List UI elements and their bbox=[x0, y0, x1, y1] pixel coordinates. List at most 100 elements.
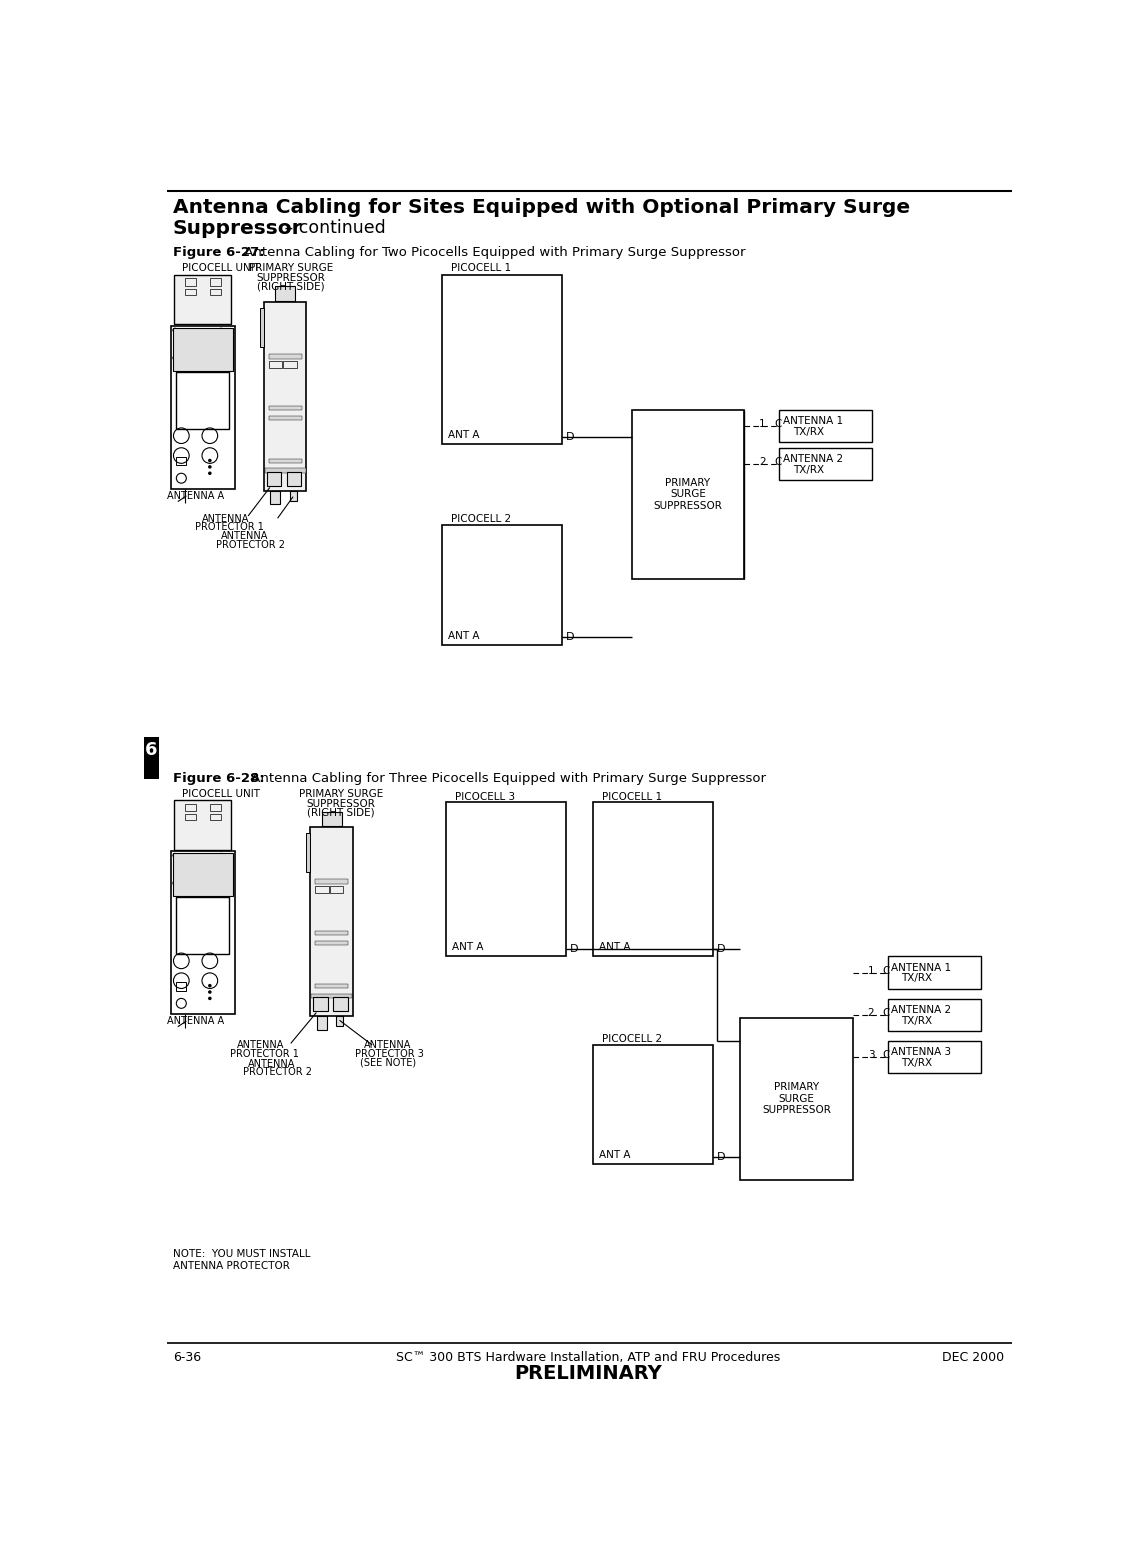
Text: Figure 6-28:: Figure 6-28: bbox=[173, 772, 264, 784]
Text: PROTECTOR 1: PROTECTOR 1 bbox=[231, 1048, 300, 1059]
Bar bbox=[740, 1017, 853, 1180]
Text: C: C bbox=[775, 419, 782, 429]
Text: C: C bbox=[883, 1050, 890, 1061]
Bar bbox=[177, 981, 186, 991]
Bar bbox=[316, 879, 348, 884]
Bar bbox=[267, 472, 281, 486]
Text: D: D bbox=[569, 944, 579, 954]
Text: SURGE: SURGE bbox=[778, 1093, 814, 1104]
Bar bbox=[317, 1017, 326, 1030]
Bar bbox=[316, 932, 348, 935]
Circle shape bbox=[219, 356, 223, 360]
Bar bbox=[316, 941, 348, 946]
Bar bbox=[174, 800, 231, 849]
Bar bbox=[172, 853, 233, 896]
Text: ANT A: ANT A bbox=[448, 430, 480, 441]
Text: TX/RX: TX/RX bbox=[901, 974, 932, 983]
Bar bbox=[270, 491, 280, 505]
Circle shape bbox=[219, 853, 223, 857]
Text: PROTECTOR 2: PROTECTOR 2 bbox=[216, 540, 285, 550]
Circle shape bbox=[208, 985, 211, 988]
Bar bbox=[265, 469, 305, 474]
Circle shape bbox=[208, 464, 211, 469]
Text: ANTENNA: ANTENNA bbox=[364, 1041, 412, 1050]
Bar bbox=[594, 803, 713, 957]
Text: C: C bbox=[775, 458, 782, 467]
Bar bbox=[210, 289, 220, 295]
Bar bbox=[442, 275, 563, 444]
Bar bbox=[269, 407, 302, 410]
Text: 3: 3 bbox=[868, 1050, 875, 1061]
Text: PICOCELL 2: PICOCELL 2 bbox=[603, 1034, 662, 1044]
Bar bbox=[594, 1045, 713, 1165]
Bar bbox=[316, 983, 348, 988]
Text: PICOCELL UNIT: PICOCELL UNIT bbox=[183, 264, 261, 273]
Bar bbox=[210, 278, 220, 286]
Text: SUPPRESSOR: SUPPRESSOR bbox=[762, 1106, 831, 1115]
Circle shape bbox=[172, 881, 177, 885]
Text: (RIGHT SIDE): (RIGHT SIDE) bbox=[257, 281, 325, 292]
Bar bbox=[887, 957, 980, 989]
Text: PICOCELL UNIT: PICOCELL UNIT bbox=[183, 789, 261, 800]
Bar bbox=[887, 999, 980, 1031]
Circle shape bbox=[219, 881, 223, 885]
Text: ANTENNA 2: ANTENNA 2 bbox=[783, 455, 843, 464]
Text: PRIMARY: PRIMARY bbox=[774, 1082, 819, 1092]
Text: PRELIMINARY: PRELIMINARY bbox=[514, 1365, 662, 1384]
Text: PICOCELL 1: PICOCELL 1 bbox=[603, 792, 662, 801]
Bar bbox=[144, 738, 160, 780]
Text: 2: 2 bbox=[759, 458, 766, 467]
Text: PICOCELL 3: PICOCELL 3 bbox=[455, 792, 515, 801]
Text: PRIMARY SURGE: PRIMARY SURGE bbox=[249, 264, 333, 273]
Bar bbox=[779, 449, 872, 480]
Text: ANT A: ANT A bbox=[599, 943, 630, 952]
Bar bbox=[329, 887, 343, 893]
Bar bbox=[631, 410, 744, 579]
Text: TX/RX: TX/RX bbox=[901, 1058, 932, 1068]
Text: 2: 2 bbox=[868, 1008, 875, 1017]
Bar bbox=[177, 457, 186, 466]
Text: PICOCELL 1: PICOCELL 1 bbox=[451, 264, 511, 273]
Circle shape bbox=[317, 842, 346, 871]
Text: ANTENNA: ANTENNA bbox=[222, 531, 269, 542]
Text: D: D bbox=[566, 632, 574, 643]
Text: SUPPRESSOR: SUPPRESSOR bbox=[256, 273, 325, 283]
Bar bbox=[445, 803, 566, 957]
Bar bbox=[171, 326, 235, 489]
Circle shape bbox=[172, 853, 177, 857]
Bar bbox=[310, 826, 352, 1017]
Bar bbox=[185, 289, 195, 295]
Bar bbox=[779, 410, 872, 443]
Text: 6: 6 bbox=[145, 741, 157, 759]
Circle shape bbox=[272, 426, 298, 452]
Bar bbox=[172, 328, 233, 371]
Bar bbox=[185, 814, 195, 820]
Text: ANT A: ANT A bbox=[599, 1151, 630, 1160]
Circle shape bbox=[172, 356, 177, 360]
Bar bbox=[284, 362, 296, 368]
Text: C: C bbox=[883, 1008, 890, 1017]
Text: (SEE NOTE): (SEE NOTE) bbox=[359, 1058, 416, 1067]
Bar bbox=[185, 803, 195, 811]
Text: (RIGHT SIDE): (RIGHT SIDE) bbox=[308, 808, 375, 818]
Bar bbox=[269, 458, 302, 463]
Circle shape bbox=[219, 328, 223, 332]
Bar bbox=[177, 373, 230, 429]
Circle shape bbox=[273, 377, 297, 402]
Text: 6-36: 6-36 bbox=[173, 1351, 201, 1364]
Bar bbox=[311, 994, 352, 999]
Text: D: D bbox=[718, 944, 726, 954]
Text: PROTECTOR 2: PROTECTOR 2 bbox=[242, 1067, 312, 1078]
Circle shape bbox=[208, 991, 211, 994]
Text: PROTECTOR 1: PROTECTOR 1 bbox=[195, 522, 264, 533]
Text: ANTENNA 1: ANTENNA 1 bbox=[891, 963, 952, 972]
Text: 1: 1 bbox=[868, 966, 875, 975]
Bar bbox=[290, 491, 296, 502]
Bar bbox=[321, 812, 342, 826]
Bar bbox=[316, 887, 328, 893]
Text: Antenna Cabling for Two Picocells Equipped with Primary Surge Suppressor: Antenna Cabling for Two Picocells Equipp… bbox=[240, 247, 746, 259]
Text: TX/RX: TX/RX bbox=[901, 1016, 932, 1025]
Text: Figure 6-27:: Figure 6-27: bbox=[173, 247, 264, 259]
Bar bbox=[185, 278, 195, 286]
Bar bbox=[210, 814, 220, 820]
